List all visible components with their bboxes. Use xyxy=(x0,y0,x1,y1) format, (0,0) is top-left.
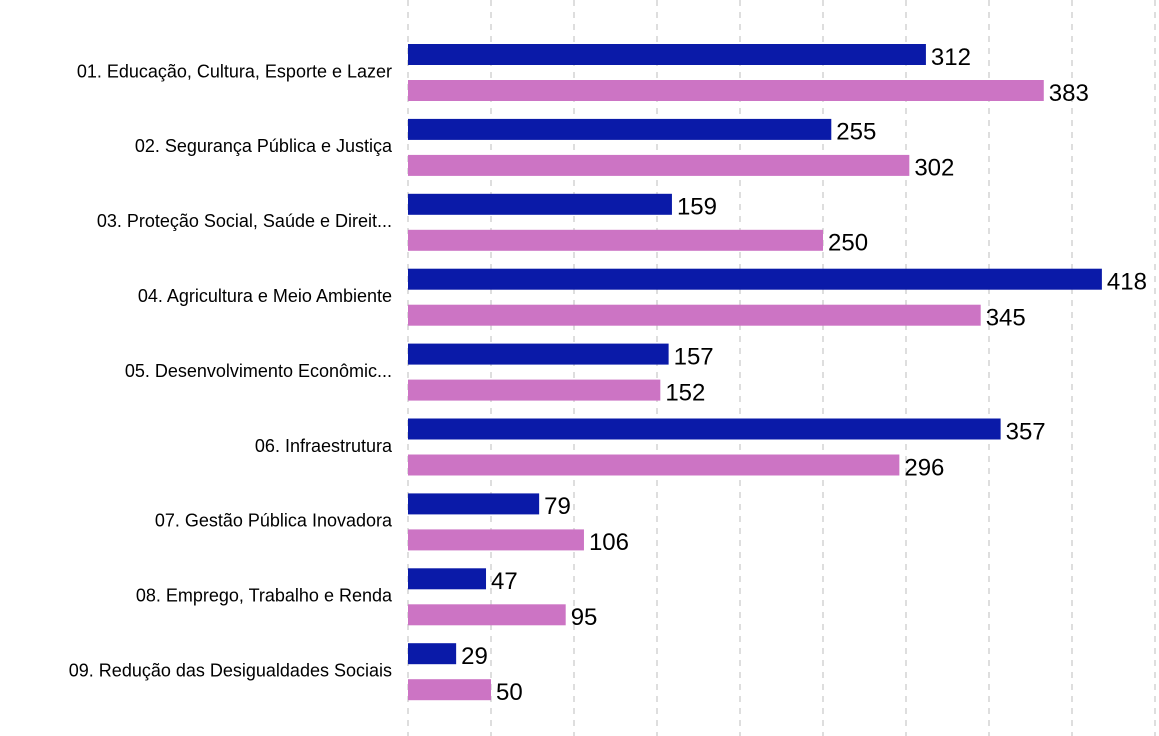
bar xyxy=(408,154,910,176)
bar xyxy=(408,268,1102,290)
value-label: 383 xyxy=(1049,80,1089,107)
value-label: 296 xyxy=(904,454,944,481)
value-label: 159 xyxy=(677,194,717,221)
category-label: 05. Desenvolvimento Econômic... xyxy=(125,361,392,381)
category-label: 02. Segurança Pública e Justiça xyxy=(135,136,393,156)
value-label: 357 xyxy=(1006,418,1046,445)
value-label: 250 xyxy=(828,230,868,257)
value-label: 157 xyxy=(674,343,714,370)
bar xyxy=(408,343,669,365)
category-label: 07. Gestão Pública Inovadora xyxy=(155,511,393,531)
value-label: 29 xyxy=(461,643,488,670)
value-label: 312 xyxy=(931,44,971,71)
bar xyxy=(408,379,661,401)
value-label: 302 xyxy=(914,155,954,182)
bar xyxy=(408,44,926,65)
category-label: 04. Agricultura e Meio Ambiente xyxy=(138,286,392,306)
bar xyxy=(408,454,900,476)
bar xyxy=(408,604,566,626)
bar xyxy=(408,80,1044,101)
value-label: 106 xyxy=(589,529,629,556)
bar xyxy=(408,193,672,215)
value-label: 345 xyxy=(986,305,1026,332)
bar xyxy=(408,418,1001,440)
value-label: 255 xyxy=(836,119,876,146)
category-label: 03. Proteção Social, Saúde e Direit... xyxy=(97,211,392,231)
bar xyxy=(408,118,832,140)
value-label: 95 xyxy=(571,604,598,631)
bar xyxy=(408,493,540,515)
bar xyxy=(408,229,823,251)
value-label: 50 xyxy=(496,679,523,706)
category-label: 08. Emprego, Trabalho e Renda xyxy=(136,586,393,606)
bar xyxy=(408,568,487,590)
bar xyxy=(408,643,457,665)
value-label: 47 xyxy=(491,568,518,595)
category-label: 09. Redução das Desigualdades Sociais xyxy=(69,660,392,680)
bar xyxy=(408,529,584,551)
value-label: 418 xyxy=(1107,269,1147,296)
bar xyxy=(408,304,981,326)
value-label: 152 xyxy=(665,379,705,406)
value-label: 79 xyxy=(544,493,571,520)
bar xyxy=(408,679,491,701)
category-label: 06. Infraestrutura xyxy=(255,436,393,456)
category-label: 01. Educação, Cultura, Esporte e Lazer xyxy=(77,61,392,81)
